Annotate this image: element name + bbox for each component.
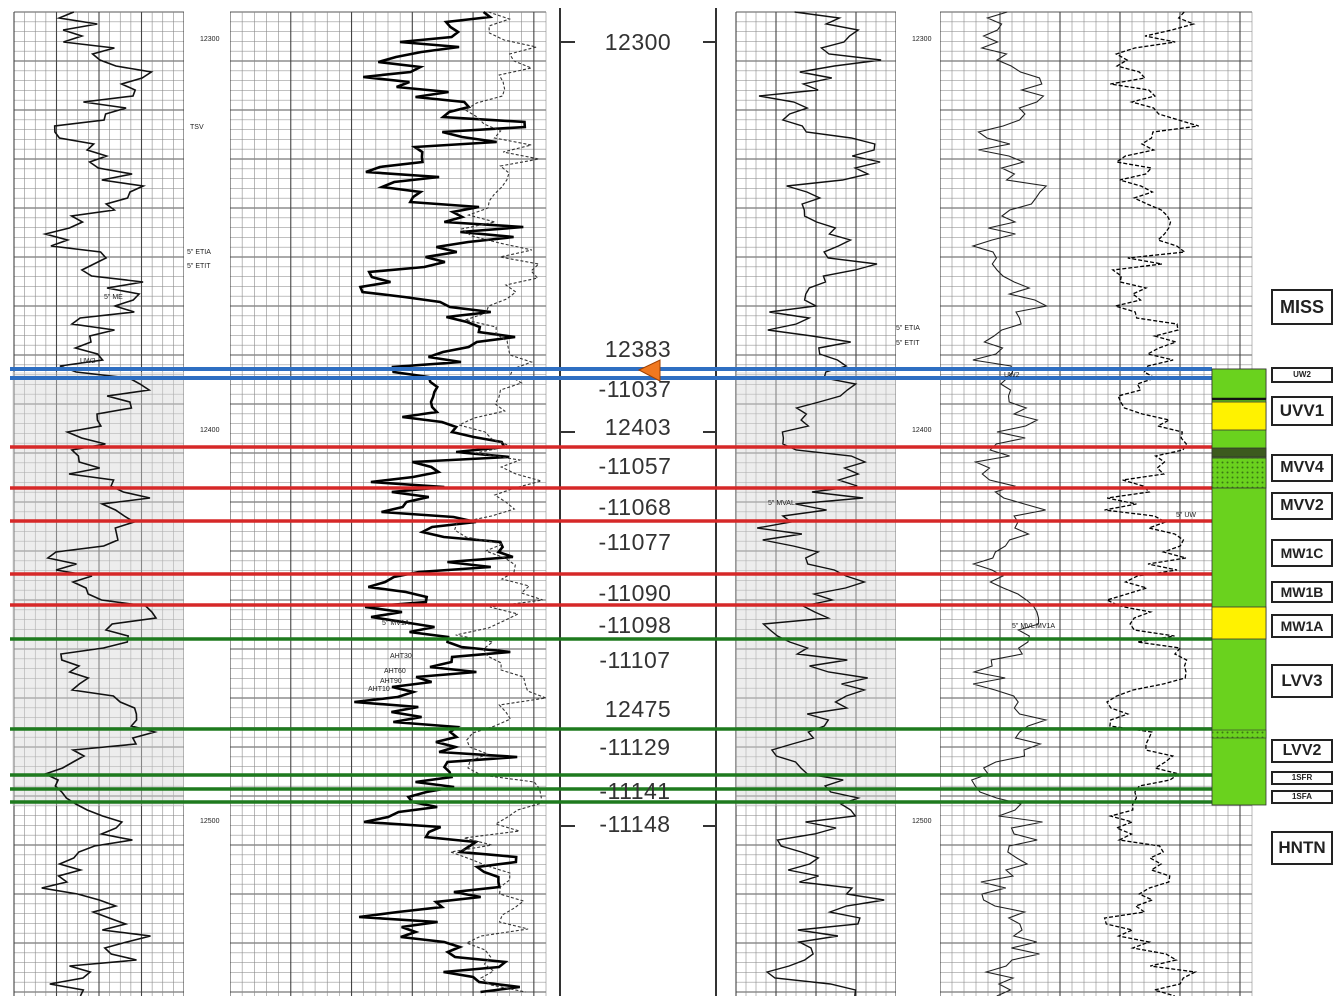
depth-label-11090: -11090 xyxy=(598,580,672,606)
right-pick-etia: 5" ETIA xyxy=(896,325,920,332)
litho-uw2-cap xyxy=(1211,368,1267,400)
depth-label-11098: -11098 xyxy=(598,612,672,638)
formation-label-mw1b: MW1B xyxy=(1271,581,1333,603)
depth-label-12475: 12475 xyxy=(604,696,672,722)
right-pick-uw: 5" UW xyxy=(1176,512,1196,519)
left-depth-strip xyxy=(184,12,230,996)
left-depth-mark-12500: 12500 xyxy=(200,818,220,825)
formation-label-mvv4: MVV4 xyxy=(1271,454,1333,482)
litho-dark-band xyxy=(1211,447,1267,458)
right-well-log xyxy=(720,8,1268,996)
depth-label-11057: -11057 xyxy=(598,453,672,479)
right-pick-etit: 5" ETIT xyxy=(896,340,920,347)
right-resistivity-curve xyxy=(970,11,1049,996)
formation-label-1sfr: 1SFR xyxy=(1271,771,1333,785)
depth-label-12300: 12300 xyxy=(604,29,672,55)
left-shaded-interval xyxy=(12,372,184,806)
right-pick-uw2: UW2 xyxy=(1004,372,1020,379)
left-pick-mv1a: 5" MV1A xyxy=(382,620,410,627)
formation-label-mvv2: MVV2 xyxy=(1271,492,1333,520)
right-pick-mv1a: MV1A xyxy=(1036,623,1056,630)
left-resistivity-track-grid xyxy=(229,11,547,996)
depth-label-11037: -11037 xyxy=(598,376,672,402)
formation-label-hntn: HNTN xyxy=(1271,831,1333,865)
right-shaded-interval xyxy=(736,372,896,806)
left-pick-uw2: UW2 xyxy=(80,358,96,365)
right-depth-mark-12300: 12300 xyxy=(912,36,932,43)
left-pick-aht10: AHT10 xyxy=(368,686,390,693)
right-secondary-curve xyxy=(1103,11,1199,996)
formation-label-miss: MISS xyxy=(1271,289,1333,325)
left-well-log xyxy=(10,8,549,996)
depth-label-11107: -11107 xyxy=(599,647,671,673)
formation-label-mw1c: MW1C xyxy=(1271,539,1333,567)
left-pick-me: 5" ME xyxy=(104,294,123,301)
formation-label-uvv1: UVV1 xyxy=(1271,396,1333,426)
right-depth-strip xyxy=(896,12,940,996)
litho-yellow-mw1a xyxy=(1211,606,1267,640)
left-depth-mark-12300: 12300 xyxy=(200,36,220,43)
litho-base-green xyxy=(1211,368,1267,806)
left-depth-mark-12400: 12400 xyxy=(200,427,220,434)
depth-label-12383: 12383 xyxy=(604,336,672,362)
right-gamma-ray-curve xyxy=(757,11,885,996)
left-pick-tsv: TSV xyxy=(190,124,204,131)
left-pick-etit: 5" ETIT xyxy=(187,263,211,270)
right-depth-mark-12400: 12400 xyxy=(912,427,932,434)
left-pick-aht30: AHT30 xyxy=(390,653,412,660)
right-pick-mvl: 5" MVL xyxy=(1012,623,1035,630)
lithology-column xyxy=(1211,368,1267,806)
left-secondary-curve xyxy=(448,11,549,993)
right-pick-mval: 5" MVAL xyxy=(768,500,795,507)
left-gamma-ray-curve xyxy=(41,11,158,996)
left-resistivity-curve xyxy=(354,10,527,994)
depth-label-11068: -11068 xyxy=(598,494,672,520)
correlation-lines xyxy=(10,367,1212,804)
right-depth-mark-12500: 12500 xyxy=(912,818,932,825)
right-resistivity-track-grid xyxy=(939,11,1253,996)
left-pick-aht60: AHT60 xyxy=(384,668,406,675)
depth-label-12403: 12403 xyxy=(604,414,672,440)
depth-label-11141: -11141 xyxy=(599,778,671,804)
formation-label-mw1a: MW1A xyxy=(1271,614,1333,638)
litho-dotted-lvv2 xyxy=(1211,729,1267,739)
litho-dotted-mvv4 xyxy=(1211,457,1267,489)
top-marker-triangle xyxy=(637,359,661,382)
formation-label-uw2: UW2 xyxy=(1271,367,1333,383)
formation-label-lvv2: LVV2 xyxy=(1271,739,1333,763)
formation-label-1sfa: 1SFA xyxy=(1271,790,1333,804)
depth-label-11129: -11129 xyxy=(599,734,671,760)
depth-label-11148: -11148 xyxy=(599,811,671,837)
center-depth-column xyxy=(559,8,717,996)
left-pick-aht90: AHT90 xyxy=(380,678,402,685)
formation-label-lvv3: LVV3 xyxy=(1271,664,1333,698)
litho-yellow-uvv1 xyxy=(1211,401,1267,431)
left-pick-etia: 5" ETIA xyxy=(187,249,211,256)
depth-label-11077: -11077 xyxy=(598,529,672,555)
